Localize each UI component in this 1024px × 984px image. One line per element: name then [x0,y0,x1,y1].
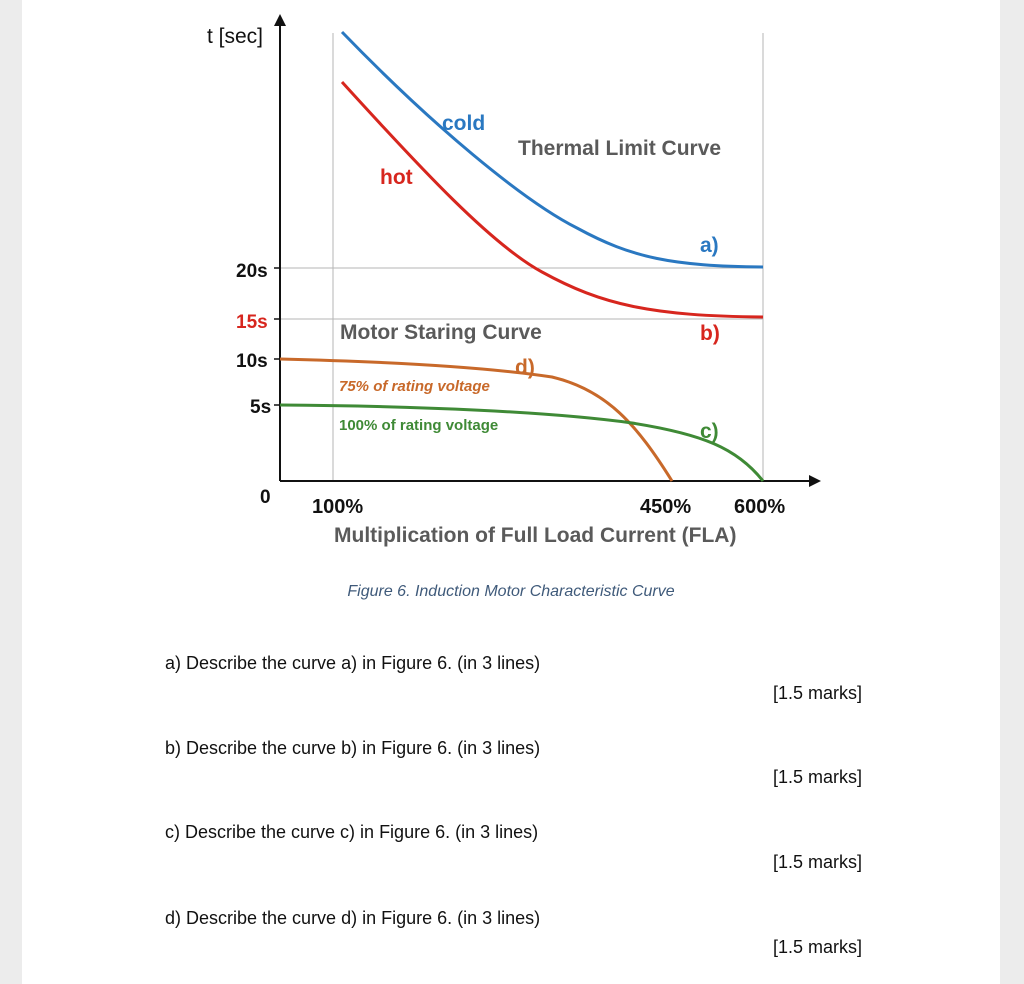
question-a-marks: [1.5 marks] [773,683,863,703]
x-tick-label-600pct: 600% [734,496,785,518]
document-page: t [sec] 0 20s 15s 10s 5s 100% 450% 600% … [22,0,1000,984]
x-axis-arrowhead [809,475,821,487]
y-tick-label-5s: 5s [250,397,271,418]
question-c-marks: [1.5 marks] [773,852,863,872]
question-d-marks: [1.5 marks] [773,937,863,957]
y-axis-label: t [sec] [207,25,263,48]
question-a-text: a) Describe the curve a) in Figure 6. (i… [165,653,541,673]
curve-d-label: d) [515,356,535,379]
voltage-100pct-label: 100% of rating voltage [339,417,498,434]
figure-caption: Figure 6. Induction Motor Characteristic… [347,583,675,600]
question-b-marks: [1.5 marks] [773,767,863,787]
x-tick-label-100pct: 100% [312,496,363,518]
y-tick-label-20s: 20s [236,261,268,282]
hot-label: hot [380,166,413,189]
x-tick-label-450pct: 450% [640,496,691,518]
cold-label: cold [442,112,485,135]
thermal-limit-cold-curve [340,30,764,269]
x-axis-label: Multiplication of Full Load Current (FLA… [334,524,736,547]
starting-curve-75pct-voltage [279,357,674,482]
thermal-limit-curve-label: Thermal Limit Curve [518,137,721,160]
curve-b-label: b) [700,322,720,345]
curve-c-label: c) [700,420,719,443]
motor-characteristic-figure: t [sec] 0 20s 15s 10s 5s 100% 450% 600% … [207,14,821,547]
motor-starting-curve-label: Motor Staring Curve [340,321,542,344]
y-tick-label-10s: 10s [236,351,268,372]
question-d-text: d) Describe the curve d) in Figure 6. (i… [165,908,541,928]
starting-curve-100pct-voltage [279,403,765,482]
origin-label: 0 [260,487,271,508]
y-tick-label-15s: 15s [236,312,268,333]
voltage-75pct-label: 75% of rating voltage [339,378,490,395]
y-axis-arrowhead [274,14,286,26]
curve-a-label: a) [700,234,719,257]
thermal-limit-hot-curve [340,80,764,319]
question-b-text: b) Describe the curve b) in Figure 6. (i… [165,738,541,758]
question-c-text: c) Describe the curve c) in Figure 6. (i… [165,822,539,842]
